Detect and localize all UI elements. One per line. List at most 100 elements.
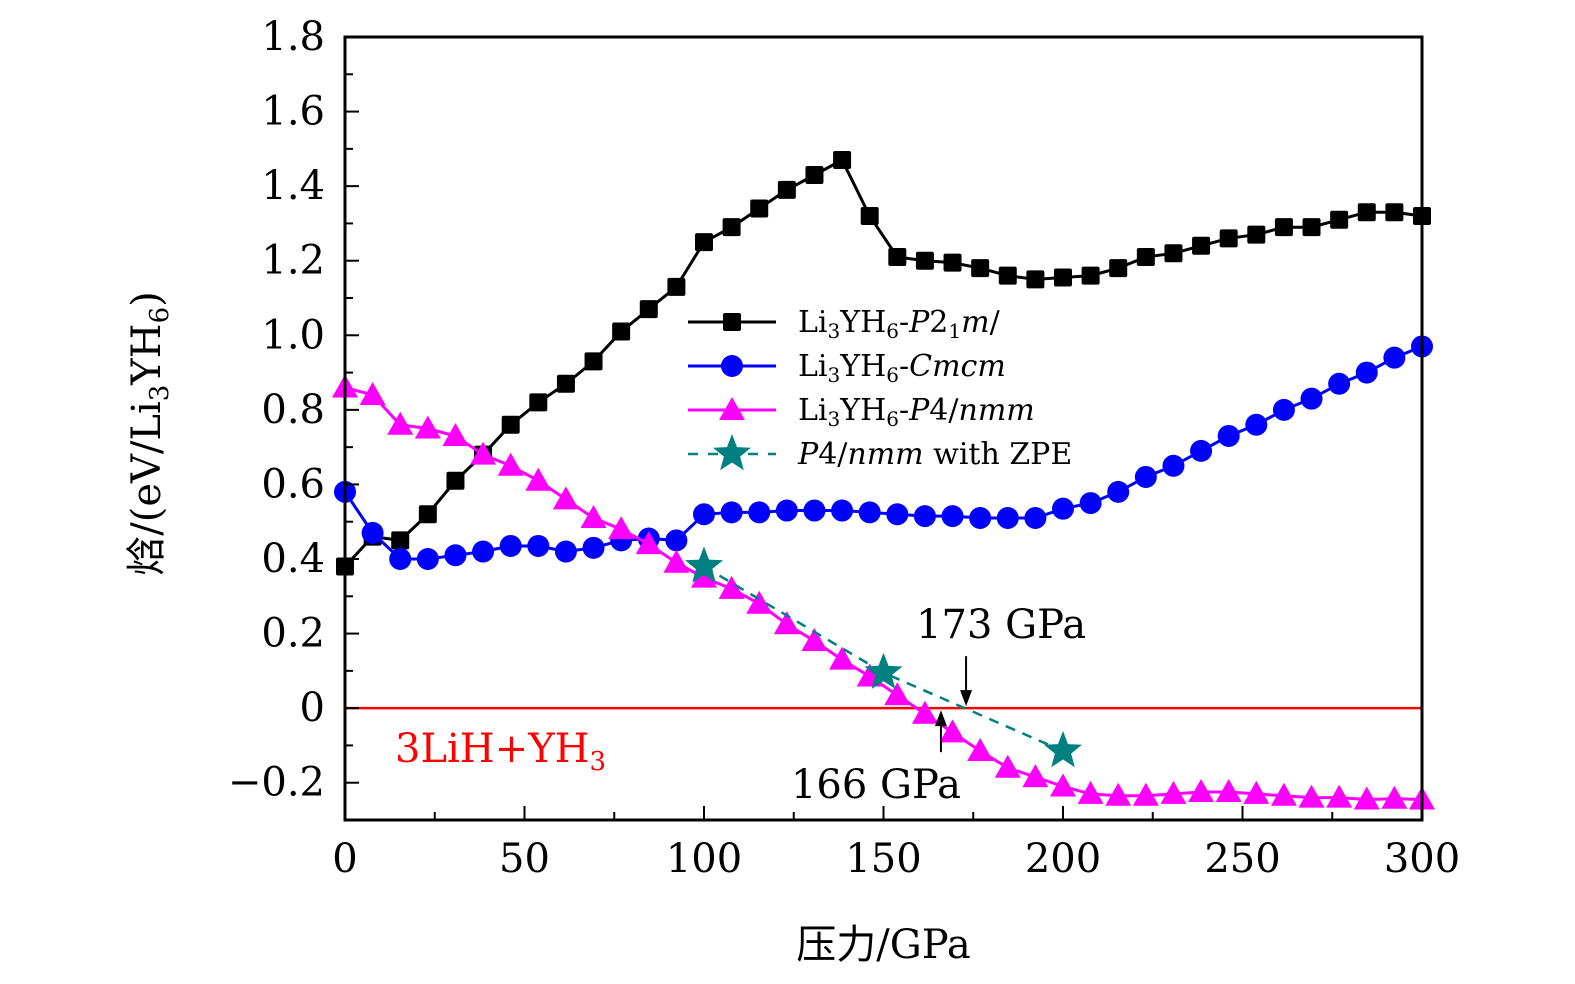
data-point-circle (1162, 454, 1185, 477)
data-point-triangle (746, 590, 773, 614)
annotations: 173 GPa 166 GPa (791, 602, 1086, 808)
data-point-square (971, 259, 990, 278)
data-point-circle (582, 536, 605, 559)
x-tick-label: 250 (1204, 836, 1280, 882)
plot-area: 3LiH+YH3 (345, 706, 1422, 777)
data-point-triangle (718, 575, 745, 599)
legend: Li3YH6-P21m/Li3YH6-CmcmLi3YH6-P4/nmmP4/n… (688, 305, 1072, 472)
data-point-square (584, 352, 603, 371)
x-tick-label: 150 (845, 836, 921, 882)
data-point-square (1219, 229, 1238, 248)
data-point-circle (996, 506, 1019, 529)
data-point-triangle (690, 564, 717, 588)
legend-italic: nmm (847, 437, 923, 472)
data-point-circle (775, 499, 798, 522)
data-point-square (1136, 247, 1155, 266)
series-star (685, 546, 1082, 768)
data-point-square (1109, 259, 1128, 278)
legend-label: Li3YH6-P4/nmm (798, 393, 1035, 431)
legend-entry: Li3YH6-P4/nmm (688, 393, 1035, 431)
legend-text-part: - (899, 393, 909, 428)
legend-text-part: - (899, 349, 909, 384)
data-point-triangle (1160, 780, 1187, 804)
data-point-triangle (1215, 779, 1242, 803)
legend-marker-square (723, 313, 741, 331)
data-point-square (888, 247, 907, 266)
data-point-square (667, 277, 686, 296)
data-point-square (1164, 244, 1183, 263)
data-point-circle (1245, 413, 1268, 436)
data-point-circle (831, 499, 854, 522)
x-tick-label: 300 (1384, 836, 1460, 882)
legend-label: Li3YH6-P21m/ (798, 305, 1001, 343)
x-tick-label: 0 (332, 836, 357, 882)
data-point-circle (1355, 361, 1378, 384)
series-line (343, 157, 1423, 568)
data-point-triangle (387, 411, 414, 435)
data-point-square (1192, 236, 1211, 255)
legend-italic: P (797, 437, 819, 472)
data-point-circle (692, 503, 715, 526)
data-point-square (1385, 203, 1404, 222)
y-axis-title-sub1: 3 (145, 385, 175, 402)
data-point-circle (1217, 424, 1240, 447)
legend-marker-circle (721, 355, 743, 377)
y-axis-title-mid: YH (124, 323, 170, 385)
data-point-square (833, 151, 852, 170)
data-point-triangle (1077, 780, 1104, 804)
y-tick-label: 0.4 (261, 536, 325, 582)
legend-entry: Li3YH6-P21m/ (688, 305, 1001, 343)
data-point-star (1044, 731, 1082, 768)
data-point-circle (720, 501, 743, 524)
data-point-triangle (911, 700, 938, 724)
data-point-circle (389, 548, 412, 570)
data-point-triangle (1049, 773, 1076, 797)
y-tick-label: 1.8 (261, 14, 325, 60)
data-point-square (446, 471, 465, 490)
data-point-circle (886, 503, 909, 526)
legend-italic: P (908, 393, 930, 428)
data-point-circle (499, 534, 522, 557)
legend-italic: P (908, 305, 930, 340)
data-point-square (1357, 203, 1376, 222)
annotation-label-166: 166 GPa (791, 762, 961, 808)
data-point-triangle (552, 486, 579, 510)
data-point-triangle (1381, 785, 1408, 809)
reference-label-sub: 3 (590, 747, 607, 777)
legend-text-part: YH (839, 393, 886, 428)
data-point-square (777, 180, 796, 199)
data-point-triangle (801, 628, 828, 652)
data-point-circle (1107, 480, 1130, 503)
data-point-circle (913, 505, 936, 528)
data-point-square (805, 165, 824, 184)
y-tick-label: −0.2 (228, 760, 325, 806)
data-point-circle (1079, 492, 1102, 515)
y-tick-label: 1.4 (261, 163, 325, 209)
data-point-circle (665, 529, 688, 552)
data-point-circle (1300, 387, 1323, 410)
y-axis-title-sub2: 6 (145, 307, 175, 324)
data-point-triangle (525, 467, 552, 491)
data-point-square (1302, 218, 1321, 237)
legend-italic: nmm (959, 393, 1035, 428)
data-point-square (694, 233, 713, 252)
legend-text-part: with ZPE (924, 437, 1073, 472)
data-point-square (639, 300, 658, 319)
data-point-square (501, 415, 520, 434)
data-point-square (1053, 268, 1072, 287)
legend-text-part: YH (839, 305, 886, 340)
y-tick-label: 0.2 (261, 611, 325, 657)
series-line (343, 345, 1423, 561)
data-point-square (915, 251, 934, 270)
data-point-circle (527, 534, 550, 557)
data-point-triangle (1353, 786, 1380, 810)
data-point-circle (554, 540, 577, 563)
data-point-circle (748, 501, 771, 524)
data-point-square (529, 393, 548, 412)
legend-text-part: YH (839, 349, 886, 384)
data-point-triangle (1270, 782, 1297, 806)
legend-label: Li3YH6-Cmcm (798, 349, 1006, 387)
annotation-arrow-head (934, 710, 947, 727)
x-axis-title: 压力/GPa (796, 922, 970, 968)
data-point-square (1274, 218, 1293, 237)
